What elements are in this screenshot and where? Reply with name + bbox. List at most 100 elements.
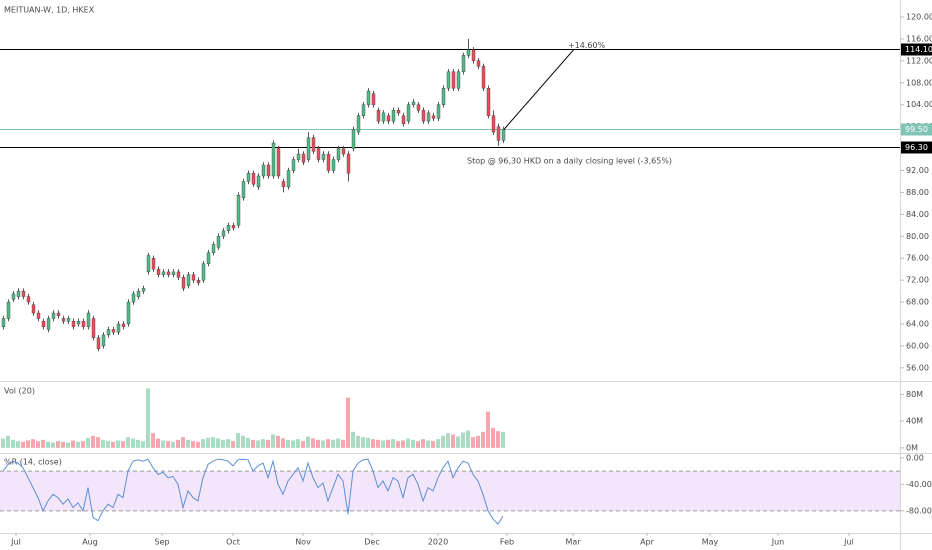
candle-body: [261, 164, 266, 177]
x-tick-label: Oct: [226, 538, 240, 547]
candle-body: [201, 263, 206, 281]
candle-body: [396, 109, 401, 114]
candle-body: [51, 312, 56, 319]
candle-body: [111, 329, 116, 333]
y-tick-label: 120.00: [906, 12, 932, 21]
candle-body: [311, 137, 316, 152]
candle-body: [26, 296, 31, 303]
volume-bar: [411, 439, 415, 448]
candle-body: [41, 321, 46, 327]
volume-bar: [6, 435, 10, 448]
y-tick-label: 112.00: [906, 56, 932, 65]
candle-body: [446, 71, 451, 89]
volume-bar: [136, 439, 140, 448]
volume-bar: [406, 438, 410, 448]
volume-bar: [496, 431, 500, 448]
volume-bar: [121, 441, 125, 448]
y-tick-label: 108.00: [906, 78, 932, 87]
volume-bar: [376, 439, 380, 448]
volume-bar: [286, 439, 290, 448]
volume-bar: [131, 438, 135, 448]
candle-body: [456, 71, 461, 89]
x-tick-label: 2020: [428, 538, 448, 547]
candle-body: [86, 312, 91, 327]
candle-body: [146, 255, 151, 273]
volume-bar: [501, 431, 505, 448]
volume-bar: [456, 436, 460, 448]
volume-title: Vol (20): [4, 387, 35, 396]
candle-body: [81, 321, 86, 327]
volume-bar: [216, 438, 220, 448]
volume-bar: [111, 441, 115, 448]
candle-body: [191, 274, 196, 281]
volume-bar: [156, 438, 160, 448]
volume-bar: [381, 440, 385, 448]
x-tick-label: Dec: [364, 538, 379, 547]
candle-body: [206, 252, 211, 264]
y-tick-label: 0M: [906, 443, 918, 452]
volume-bar: [51, 442, 55, 448]
candle-body: [211, 244, 216, 253]
band: [0, 471, 900, 511]
candle-body: [161, 271, 166, 275]
candle-body: [91, 318, 96, 338]
candle-body: [306, 137, 311, 160]
x-tick-label: Sep: [154, 538, 169, 547]
volume-bar: [96, 437, 100, 448]
candle-body: [241, 181, 246, 199]
candle-body: [61, 318, 66, 322]
candle-body: [341, 148, 346, 155]
candle-body: [316, 148, 321, 160]
candle-body: [411, 101, 416, 105]
volume-bar: [261, 439, 265, 448]
candle-body: [71, 321, 76, 327]
candle-body: [46, 318, 51, 330]
candle-body: [236, 194, 241, 226]
y-tick-label: 76.00: [906, 254, 929, 263]
candle-body: [431, 115, 436, 119]
volume-bar: [191, 441, 195, 448]
price-level-label: 114.10: [905, 45, 932, 54]
candle-body: [406, 104, 411, 122]
y-tick-label: 56.00: [906, 363, 929, 372]
candle-body: [156, 268, 161, 275]
volume-bar: [341, 439, 345, 448]
price-level-label: 96.30: [905, 143, 928, 152]
candle-body: [386, 115, 391, 122]
candle-body: [401, 115, 406, 125]
volume-bar: [291, 440, 295, 448]
candle-body: [381, 112, 386, 122]
volume-bar: [416, 441, 420, 448]
candle-body: [331, 159, 336, 171]
candle-body: [336, 148, 341, 160]
x-tick-label: Mar: [565, 538, 581, 547]
volume-bar: [21, 441, 25, 448]
volume-bar: [321, 440, 325, 448]
x-tick-label: Jul: [10, 538, 21, 547]
candle-body: [351, 129, 356, 149]
candle-body: [16, 290, 21, 297]
volume-bar: [11, 439, 15, 448]
trend-annotation: +14.60%: [568, 41, 606, 50]
candle-body: [416, 104, 421, 111]
candle-body: [476, 60, 481, 67]
volume-bar: [26, 440, 30, 448]
indicator-line: [2, 458, 504, 525]
y-tick-label: 80M: [906, 390, 923, 399]
y-tick-label: 40M: [906, 417, 923, 426]
volume-bar: [401, 440, 405, 448]
candle-body: [231, 225, 236, 229]
volume-bar: [266, 439, 270, 448]
volume-bar: [31, 439, 35, 448]
candle-body: [196, 279, 201, 284]
volume-bar: [16, 441, 20, 448]
volume-bar: [301, 441, 305, 448]
volume-bar: [386, 439, 390, 448]
volume-bar: [486, 411, 490, 448]
candle-body: [391, 109, 396, 122]
x-tick-label: Jun: [771, 538, 785, 547]
indicator-title: %R (14, close): [4, 458, 62, 467]
volume-bar: [106, 441, 110, 448]
volume-bar: [276, 435, 280, 448]
y-tick-label: -80.00: [906, 506, 932, 515]
